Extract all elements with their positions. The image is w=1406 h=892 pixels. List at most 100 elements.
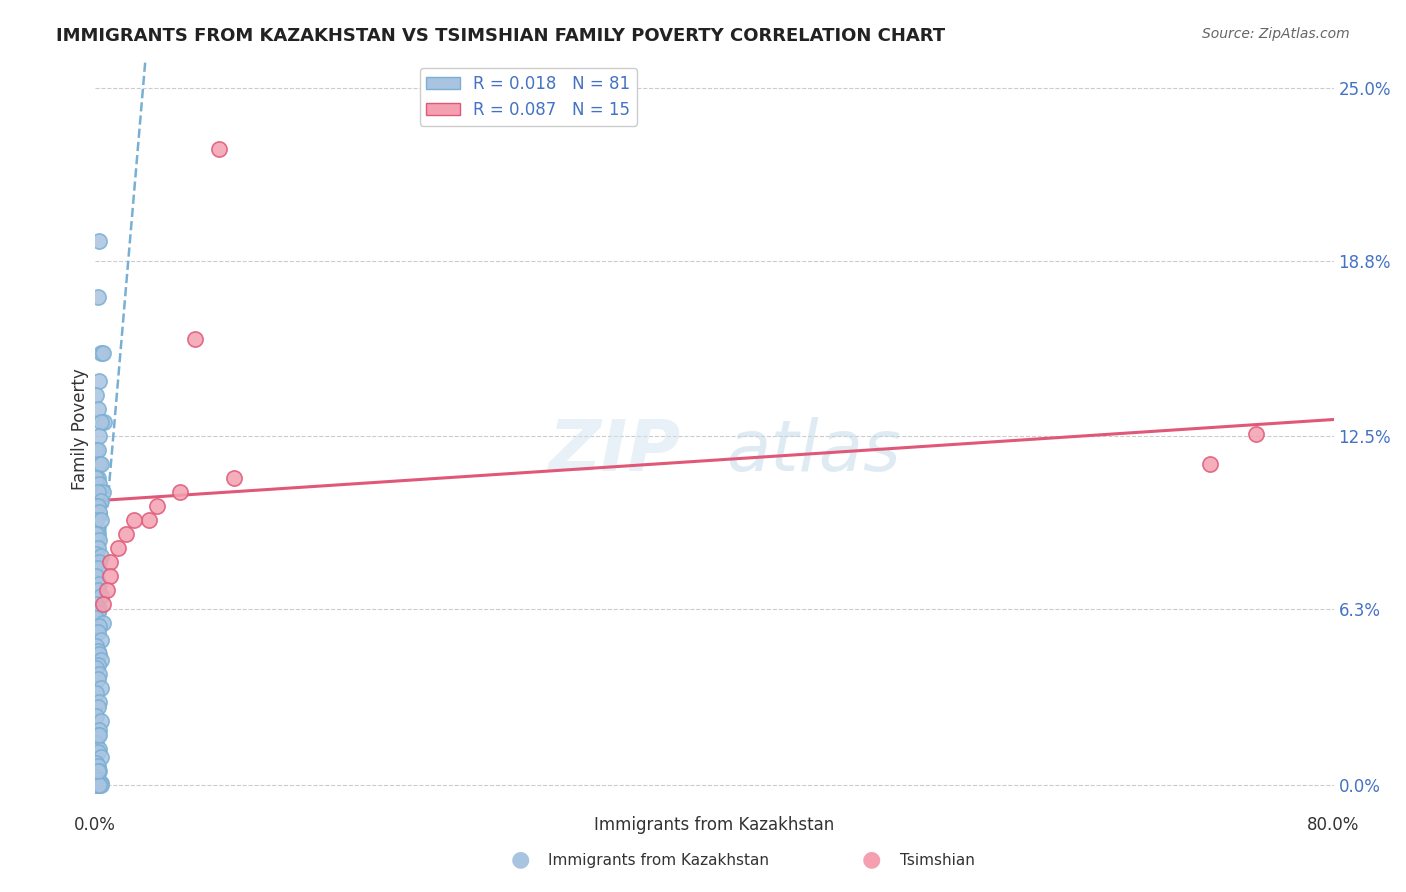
Text: atlas: atlas <box>725 417 901 486</box>
Point <box>91 345 114 359</box>
Point <box>91 616 114 631</box>
Point <box>90 458 112 472</box>
Point <box>87 485 110 500</box>
Point <box>224 471 246 485</box>
Point <box>86 770 108 784</box>
Text: Tsimshian: Tsimshian <box>900 854 974 868</box>
Point <box>87 541 110 555</box>
Point <box>90 416 112 430</box>
Text: ZIP: ZIP <box>548 417 681 486</box>
Point <box>89 577 111 591</box>
Point <box>87 290 110 304</box>
Legend: R = 0.018   N = 81, R = 0.087   N = 15: R = 0.018 N = 81, R = 0.087 N = 15 <box>420 68 637 126</box>
Point <box>90 345 112 359</box>
Point <box>184 332 207 346</box>
Point <box>86 639 108 653</box>
Point <box>89 458 111 472</box>
Point <box>87 443 110 458</box>
Point <box>87 778 110 792</box>
Point <box>89 234 111 248</box>
Point <box>90 714 112 728</box>
Point <box>86 597 108 611</box>
Text: ●: ● <box>510 849 530 869</box>
Point <box>86 736 108 750</box>
Text: 80.0%: 80.0% <box>1308 815 1360 833</box>
Point <box>122 513 145 527</box>
Point <box>86 708 108 723</box>
Point <box>90 589 112 603</box>
Point <box>86 686 108 700</box>
Point <box>89 723 111 737</box>
Point <box>89 429 111 443</box>
Point <box>89 374 111 388</box>
Point <box>89 778 111 792</box>
Point <box>89 533 111 547</box>
Point <box>90 493 112 508</box>
Point <box>169 485 191 500</box>
Y-axis label: Family Poverty: Family Poverty <box>72 368 89 491</box>
Point <box>87 471 110 485</box>
Point <box>87 745 110 759</box>
Point <box>86 778 108 792</box>
Point <box>87 605 110 619</box>
Point <box>89 695 111 709</box>
Point <box>89 619 111 633</box>
Point <box>86 661 108 675</box>
Point <box>96 582 118 597</box>
Point <box>93 416 115 430</box>
Point <box>91 485 114 500</box>
Point <box>87 764 110 779</box>
Point <box>89 778 111 792</box>
Point <box>86 756 108 770</box>
Point <box>89 764 111 779</box>
Point <box>87 759 110 773</box>
Point <box>89 728 111 742</box>
Point <box>87 772 110 787</box>
Point <box>87 700 110 714</box>
Point <box>86 527 108 541</box>
Point <box>89 602 111 616</box>
Point <box>87 673 110 687</box>
Point <box>90 681 112 695</box>
Point <box>86 387 108 401</box>
Point <box>87 499 110 513</box>
Point <box>86 471 108 485</box>
Point <box>89 505 111 519</box>
Point <box>98 555 121 569</box>
Point <box>87 582 110 597</box>
Text: IMMIGRANTS FROM KAZAKHSTAN VS TSIMSHIAN FAMILY POVERTY CORRELATION CHART: IMMIGRANTS FROM KAZAKHSTAN VS TSIMSHIAN … <box>56 27 945 45</box>
Point <box>1244 426 1267 441</box>
Point <box>90 513 112 527</box>
Point <box>86 778 108 792</box>
Point <box>91 597 114 611</box>
Point <box>208 142 231 156</box>
Point <box>86 611 108 625</box>
Point <box>90 633 112 648</box>
Point <box>86 513 108 527</box>
Point <box>86 443 108 458</box>
Point <box>87 644 110 658</box>
Text: Source: ZipAtlas.com: Source: ZipAtlas.com <box>1202 27 1350 41</box>
Point <box>87 778 110 792</box>
Point <box>90 653 112 667</box>
Point <box>90 775 112 789</box>
Point <box>90 778 112 792</box>
Point <box>89 555 111 569</box>
Text: Immigrants from Kazakhstan: Immigrants from Kazakhstan <box>548 854 769 868</box>
Point <box>86 547 108 561</box>
Point <box>90 549 112 564</box>
Text: ●: ● <box>862 849 882 869</box>
Point <box>89 647 111 661</box>
Point <box>87 560 110 574</box>
Point <box>87 527 110 541</box>
Point <box>107 541 129 555</box>
Point <box>114 527 136 541</box>
Point <box>145 499 167 513</box>
Point <box>90 750 112 764</box>
Point <box>86 569 108 583</box>
Point <box>89 742 111 756</box>
Text: Immigrants from Kazakhstan: Immigrants from Kazakhstan <box>593 815 834 833</box>
Text: 0.0%: 0.0% <box>75 815 115 833</box>
Point <box>87 728 110 742</box>
Point <box>89 666 111 681</box>
